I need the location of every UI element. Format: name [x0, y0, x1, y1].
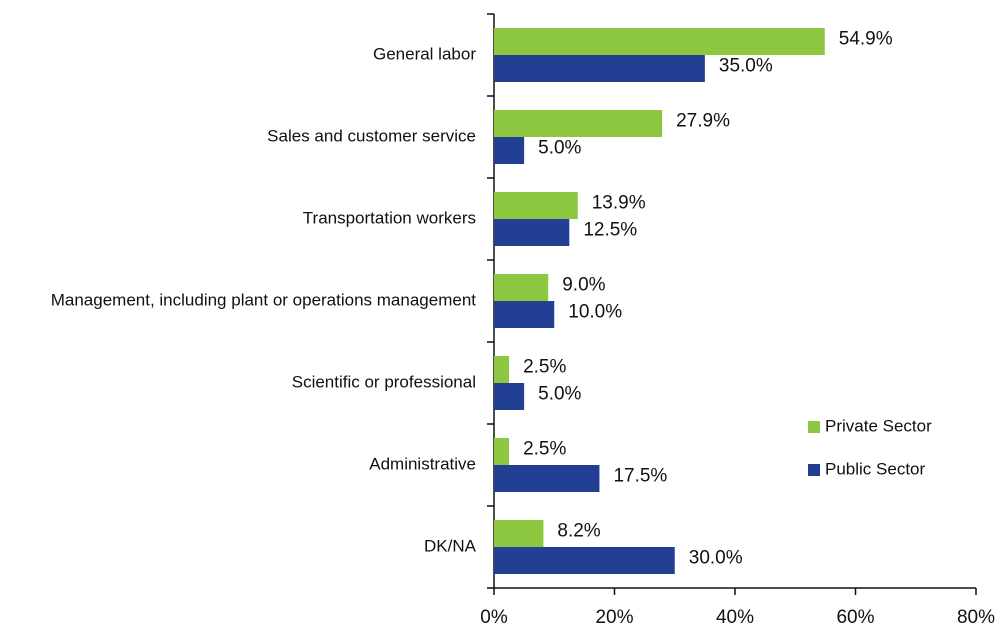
- bar: [494, 110, 663, 137]
- x-tick-label: 60%: [836, 607, 874, 628]
- bar: [494, 547, 675, 574]
- value-label: 5.0%: [538, 138, 581, 159]
- bar: [494, 28, 825, 55]
- value-label: 30.0%: [689, 548, 743, 569]
- value-label: 9.0%: [562, 275, 605, 296]
- value-label: 27.9%: [676, 111, 730, 132]
- bar: [494, 438, 510, 465]
- legend-swatch: [808, 464, 820, 476]
- x-tick-label: 0%: [480, 607, 508, 628]
- value-label: 54.9%: [839, 29, 893, 50]
- value-label: 35.0%: [719, 56, 773, 77]
- bar: [494, 520, 544, 547]
- value-label: 2.5%: [523, 357, 566, 378]
- y-tick-label: Scientific or professional: [292, 372, 476, 391]
- y-tick-label: General labor: [373, 44, 476, 63]
- value-label: 10.0%: [568, 302, 622, 323]
- legend-label: Public Sector: [825, 459, 925, 478]
- bar: [494, 55, 705, 82]
- value-label: 2.5%: [523, 439, 566, 460]
- bar: [494, 383, 525, 410]
- bar: [494, 301, 555, 328]
- x-tick-label: 80%: [957, 607, 995, 628]
- value-label: 8.2%: [557, 521, 600, 542]
- legend-swatch: [808, 421, 820, 433]
- legend-label: Private Sector: [825, 416, 932, 435]
- y-tick-label: Sales and customer service: [267, 126, 476, 145]
- value-label: 13.9%: [592, 193, 646, 214]
- x-tick-label: 40%: [716, 607, 754, 628]
- y-tick-label: DK/NA: [424, 536, 477, 555]
- y-tick-label: Administrative: [369, 454, 476, 473]
- y-tick-label: Transportation workers: [303, 208, 476, 227]
- bar: [494, 137, 525, 164]
- bar: [494, 219, 570, 246]
- value-label: 5.0%: [538, 384, 581, 405]
- value-label: 17.5%: [613, 466, 667, 487]
- y-tick-label: Management, including plant or operation…: [51, 290, 477, 309]
- bar: [494, 465, 600, 492]
- bar: [494, 274, 549, 301]
- x-tick-label: 20%: [595, 607, 633, 628]
- value-label: 12.5%: [583, 220, 637, 241]
- bar: [494, 356, 510, 383]
- bar: [494, 192, 578, 219]
